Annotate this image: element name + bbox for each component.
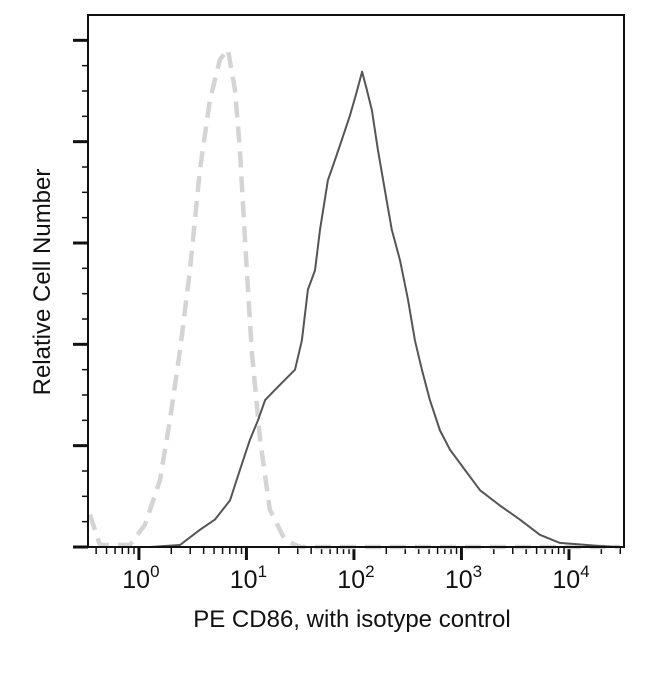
plot-frame xyxy=(87,14,625,548)
x-tick-label: 103 xyxy=(445,562,482,594)
isotype-control-curve xyxy=(87,47,620,550)
x-tick-labels: 100 101 102 103 104 xyxy=(122,562,589,594)
cd86-curve xyxy=(150,70,621,548)
x-axis-title: PE CD86, with isotype control xyxy=(193,606,510,633)
axis-ticks xyxy=(73,38,622,560)
y-axis-title: Relative Cell Number xyxy=(29,169,56,396)
x-tick-label: 104 xyxy=(552,562,589,594)
series-group xyxy=(87,47,621,550)
x-tick-label: 101 xyxy=(230,562,267,594)
x-tick-label: 102 xyxy=(337,562,374,594)
x-tick-label: 100 xyxy=(122,562,159,594)
